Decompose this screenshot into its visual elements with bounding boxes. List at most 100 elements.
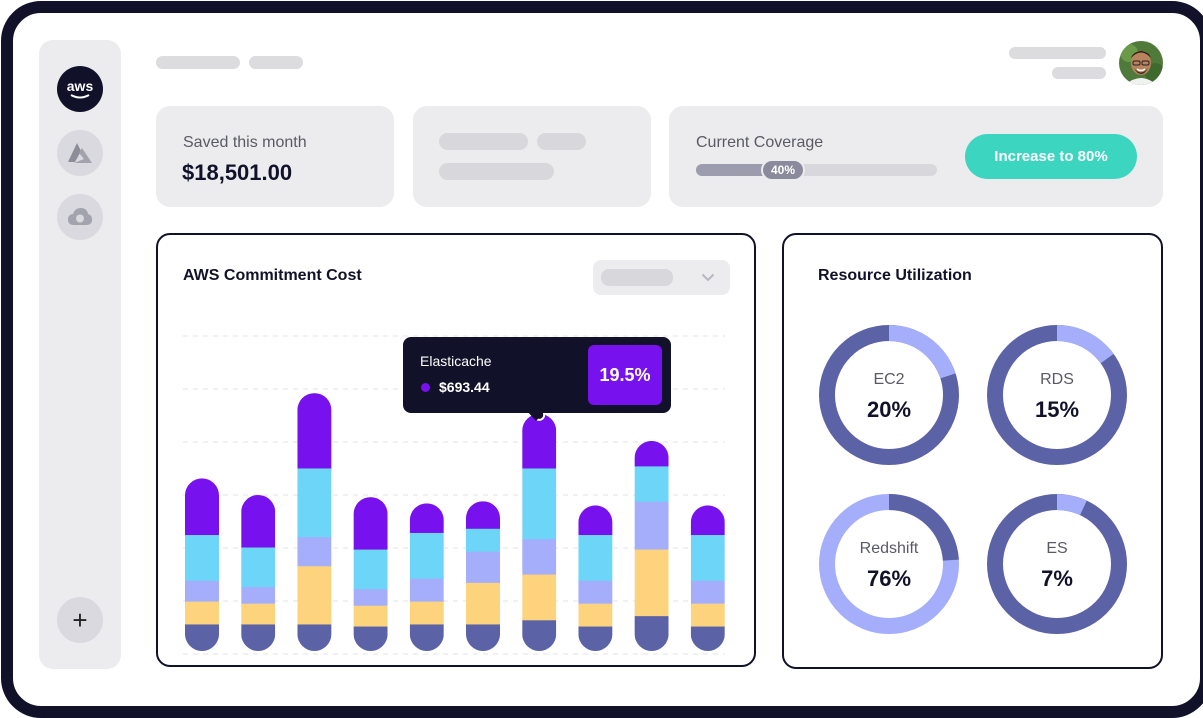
donut-label: EC2 bbox=[873, 371, 904, 388]
coverage-progress-bar: 40% bbox=[696, 159, 937, 181]
card-placeholder bbox=[439, 163, 554, 180]
donut-value-arc bbox=[819, 325, 959, 465]
commitment-cost-panel: AWS Commitment Cost Elasticache $693.44 … bbox=[156, 233, 756, 667]
tooltip-percent: 19.5% bbox=[588, 345, 662, 405]
bar-segment bbox=[297, 393, 332, 469]
bar-segment bbox=[522, 538, 557, 575]
dropdown-value-placeholder bbox=[601, 269, 673, 286]
donut-value-arc bbox=[819, 494, 959, 634]
tooltip-color-dot bbox=[421, 383, 430, 392]
bar-segment bbox=[578, 505, 613, 536]
chart-bar[interactable] bbox=[522, 413, 557, 652]
bar-segment bbox=[353, 626, 388, 651]
chart-tooltip: Elasticache $693.44 19.5% bbox=[403, 337, 671, 421]
saved-label: Saved this month bbox=[183, 134, 307, 151]
bar-segment bbox=[466, 501, 500, 529]
bar-segment bbox=[185, 623, 219, 651]
bar-segment bbox=[690, 534, 725, 581]
sidebar-item-azure[interactable] bbox=[57, 130, 103, 176]
bar-segment bbox=[353, 497, 388, 550]
chart-bar[interactable] bbox=[185, 478, 219, 651]
chart-bar[interactable] bbox=[578, 505, 613, 651]
bar-segment bbox=[409, 503, 444, 533]
chart-bar[interactable] bbox=[409, 503, 444, 651]
donut-value: 76% bbox=[867, 566, 911, 591]
donut-es[interactable]: ES 7% bbox=[987, 494, 1127, 634]
sidebar: aws + bbox=[39, 40, 121, 669]
tooltip-arrow bbox=[527, 411, 545, 421]
bar-segment bbox=[466, 582, 500, 625]
period-dropdown[interactable] bbox=[593, 260, 730, 295]
utilization-donuts: EC2 20% RDS 15% Redshift 76% ES 7% bbox=[819, 325, 1127, 634]
bar-segment bbox=[634, 615, 669, 651]
aws-smile-icon bbox=[70, 94, 90, 99]
user-avatar-icon bbox=[1119, 41, 1163, 85]
sidebar-item-aws[interactable]: aws bbox=[57, 66, 103, 112]
bar-segment bbox=[353, 605, 388, 627]
bar-segment bbox=[522, 413, 557, 469]
bar-segment bbox=[353, 549, 388, 590]
donut-value-arc bbox=[987, 325, 1127, 465]
bar-segment bbox=[409, 532, 444, 579]
bar-segment bbox=[578, 603, 613, 627]
bar-segment bbox=[409, 623, 444, 651]
user-name-placeholder bbox=[1009, 47, 1106, 59]
bar-segment bbox=[522, 619, 557, 651]
breadcrumb-placeholder bbox=[156, 56, 240, 69]
card-placeholder bbox=[439, 133, 528, 150]
plus-icon: + bbox=[72, 605, 88, 635]
bar-segment bbox=[690, 505, 725, 536]
saved-value: $18,501.00 bbox=[182, 160, 293, 185]
bar-segment bbox=[578, 534, 613, 581]
bar-segment bbox=[297, 565, 332, 625]
bar-segment bbox=[634, 549, 669, 617]
donut-value: 7% bbox=[1041, 566, 1073, 591]
bar-segment bbox=[466, 551, 500, 583]
placeholder-card bbox=[413, 106, 651, 207]
donut-ec2[interactable]: EC2 20% bbox=[819, 325, 959, 465]
donut-value: 15% bbox=[1035, 397, 1079, 422]
chart-bar[interactable] bbox=[241, 495, 276, 652]
commitment-bar-chart bbox=[183, 335, 725, 655]
bar-segment bbox=[578, 580, 613, 604]
chart-bar[interactable] bbox=[634, 440, 669, 652]
google-cloud-icon bbox=[68, 208, 92, 225]
coverage-label: Current Coverage bbox=[696, 134, 824, 151]
bar-segment bbox=[690, 626, 725, 651]
chart-bar[interactable] bbox=[466, 501, 500, 651]
bar-segment bbox=[185, 580, 219, 602]
sidebar-item-google-cloud[interactable] bbox=[57, 194, 103, 240]
bar-segment bbox=[522, 574, 557, 621]
bar-segment bbox=[466, 623, 500, 651]
bar-segment bbox=[297, 623, 332, 652]
donut-value: 20% bbox=[867, 397, 911, 422]
bar-segment bbox=[690, 603, 725, 627]
bar-segment bbox=[297, 467, 332, 538]
bar-segment bbox=[185, 478, 219, 536]
donut-track bbox=[987, 494, 1127, 634]
bar-segment bbox=[522, 467, 557, 540]
avatar[interactable] bbox=[1119, 41, 1163, 85]
add-account-button[interactable]: + bbox=[57, 597, 103, 643]
donut-label: Redshift bbox=[860, 540, 919, 557]
donut-label: RDS bbox=[1040, 371, 1074, 388]
saved-card: Saved this month $18,501.00 bbox=[156, 106, 394, 207]
bar-segment bbox=[353, 588, 388, 606]
bar-segment bbox=[409, 601, 444, 625]
donut-redshift[interactable]: Redshift 76% bbox=[819, 494, 959, 634]
user-role-placeholder bbox=[1052, 67, 1106, 79]
chart-bar[interactable] bbox=[690, 505, 725, 651]
donut-rds[interactable]: RDS 15% bbox=[987, 325, 1127, 465]
increase-coverage-button[interactable]: Increase to 80% bbox=[965, 134, 1137, 179]
bar-segment bbox=[241, 603, 276, 625]
bar-segment bbox=[241, 623, 276, 651]
tooltip-service-name: Elasticache bbox=[420, 353, 492, 369]
bar-segment bbox=[185, 601, 219, 625]
bar-segment bbox=[297, 536, 332, 567]
bar-segment bbox=[409, 578, 444, 602]
tooltip-value: $693.44 bbox=[439, 379, 490, 395]
chart-bar[interactable] bbox=[297, 393, 332, 652]
bar-segment bbox=[466, 528, 500, 552]
bar-segment bbox=[578, 626, 613, 651]
chart-bar[interactable] bbox=[353, 497, 388, 651]
